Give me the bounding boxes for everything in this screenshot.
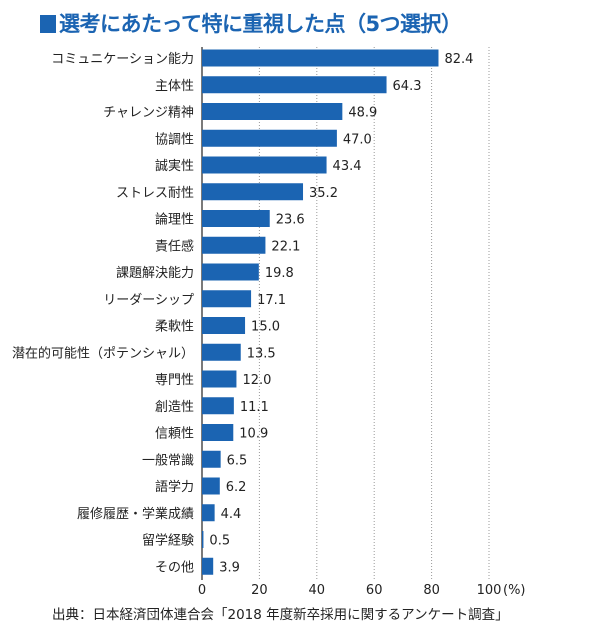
bar <box>202 370 237 388</box>
data-label: 23.6 <box>276 213 305 228</box>
category-label: 潜在的可能性（ポテンシャル） <box>12 345 194 361</box>
bar <box>202 531 204 548</box>
data-label: 11.1 <box>240 400 269 415</box>
category-label: 協調性 <box>155 132 194 147</box>
data-label: 15.0 <box>251 320 280 335</box>
bar <box>202 156 327 174</box>
category-label: 創造性 <box>155 400 194 415</box>
data-label: 48.9 <box>348 106 377 121</box>
bar <box>202 450 221 468</box>
category-label: 履修履歴・学業成績 <box>77 506 194 522</box>
data-label: 82.4 <box>444 52 473 67</box>
bar <box>202 504 215 522</box>
category-label: コミュニケーション能力 <box>51 52 194 67</box>
bar <box>202 49 439 67</box>
bar <box>202 103 343 120</box>
bar <box>202 477 220 495</box>
bar <box>202 210 270 227</box>
category-label: 主体性 <box>155 79 194 94</box>
bar <box>202 129 337 147</box>
data-label: 6.5 <box>227 453 248 468</box>
x-tick-label: 20 <box>251 583 268 598</box>
category-label: 信頼性 <box>155 427 194 442</box>
bar <box>202 76 387 94</box>
category-label: リーダーシップ <box>103 293 194 308</box>
x-tick-label: 0 <box>198 583 206 598</box>
bar <box>202 263 259 281</box>
category-label: 語学力 <box>155 479 194 495</box>
bar <box>202 317 246 334</box>
data-label: 22.1 <box>271 239 300 254</box>
chart-title-text: 選考にあたって特に重視した点（5つ選択） <box>59 12 462 36</box>
x-tick-label: 80 <box>423 583 440 598</box>
category-label: チャレンジ精神 <box>103 106 194 121</box>
category-label: 論理性 <box>155 212 194 228</box>
bar <box>202 557 214 575</box>
data-label: 0.5 <box>209 534 230 549</box>
data-label: 12.0 <box>242 373 271 388</box>
category-label: 柔軟性 <box>155 319 194 335</box>
category-label: ストレス耐性 <box>116 186 194 201</box>
data-label: 6.2 <box>226 480 247 495</box>
x-tick-label: 100 <box>477 583 502 598</box>
bar <box>202 397 234 415</box>
bar <box>202 290 252 308</box>
data-label: 43.4 <box>333 159 362 174</box>
title-square-icon <box>40 15 56 33</box>
chart-title: 選考にあたって特に重視した点（5つ選択） <box>40 8 462 38</box>
x-unit-label: (%) <box>503 583 526 598</box>
category-label: 専門性 <box>155 373 194 388</box>
data-label: 13.5 <box>247 346 276 361</box>
data-label: 4.4 <box>221 507 242 522</box>
data-label: 19.8 <box>265 266 294 281</box>
category-label: 誠実性 <box>155 158 194 174</box>
bar-chart: 0 20 40 60 80 100 (%) コミュニケーション能力 82.4 主体性 64.3 チャレ… <box>12 47 526 598</box>
bar <box>202 424 234 441</box>
category-label: 責任感 <box>155 238 194 254</box>
data-label: 47.0 <box>343 132 372 147</box>
data-label: 10.9 <box>239 427 268 442</box>
data-label: 35.2 <box>309 186 338 201</box>
bar <box>202 343 241 361</box>
x-tick-label: 60 <box>366 583 383 598</box>
data-label: 3.9 <box>219 560 240 575</box>
source-note: 出典：日本経済団体連合会「2018 年度新卒採用に関するアンケート調査」 <box>52 607 509 623</box>
category-label: 留学経験 <box>142 533 194 549</box>
category-label: 一般常識 <box>142 452 194 468</box>
bar <box>202 183 304 201</box>
category-label: 課題解決能力 <box>116 265 194 281</box>
category-label: その他 <box>155 560 194 575</box>
x-tick-label: 40 <box>309 583 326 598</box>
bar <box>202 236 266 254</box>
data-label: 17.1 <box>257 293 286 308</box>
data-label: 64.3 <box>393 79 422 94</box>
